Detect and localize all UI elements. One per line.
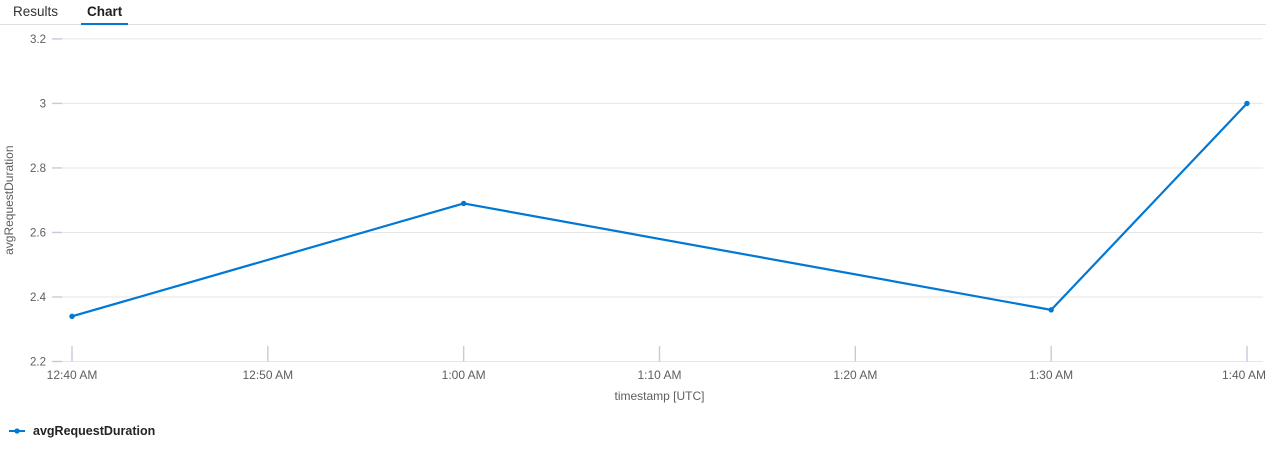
x-tick-label: 1:40 AM <box>1222 368 1266 382</box>
tab-chart-label: Chart <box>87 4 123 19</box>
legend-line-icon <box>9 428 25 434</box>
data-point-marker <box>69 313 75 320</box>
y-tick-label: 2.6 <box>30 227 46 239</box>
data-point-marker <box>1048 307 1054 313</box>
x-tick-label: 1:30 AM <box>1029 368 1073 382</box>
legend-item-avgrequestduration[interactable]: avgRequestDuration <box>8 423 155 439</box>
legend-label: avgRequestDuration <box>33 424 156 438</box>
data-point-marker <box>460 200 467 207</box>
tab-results[interactable]: Results <box>7 0 64 25</box>
tab-chart[interactable]: Chart <box>81 0 129 25</box>
y-tick-label: 3 <box>40 98 46 110</box>
x-tick-label: 12:40 AM <box>47 368 98 382</box>
x-tick-label: 12:50 AM <box>242 368 293 382</box>
series-line <box>70 102 1249 318</box>
x-tick-label: 1:20 AM <box>833 368 877 382</box>
y-tick-label: 2.8 <box>30 163 46 175</box>
y-tick-label: 3.2 <box>30 34 46 46</box>
x-tick-label: 1:00 AM <box>442 368 486 382</box>
y-tick-label: 2.4 <box>30 292 47 304</box>
x-axis-title: timestamp [UTC] <box>614 389 704 403</box>
results-chart-tabbar: Results Chart <box>0 0 1266 25</box>
y-axis-title: avgRequestDuration <box>2 145 16 254</box>
x-tick-label: 1:10 AM <box>637 368 681 382</box>
y-tick-label: 2.2 <box>30 357 46 369</box>
data-point-marker <box>1244 100 1250 107</box>
tab-results-label: Results <box>13 4 59 19</box>
